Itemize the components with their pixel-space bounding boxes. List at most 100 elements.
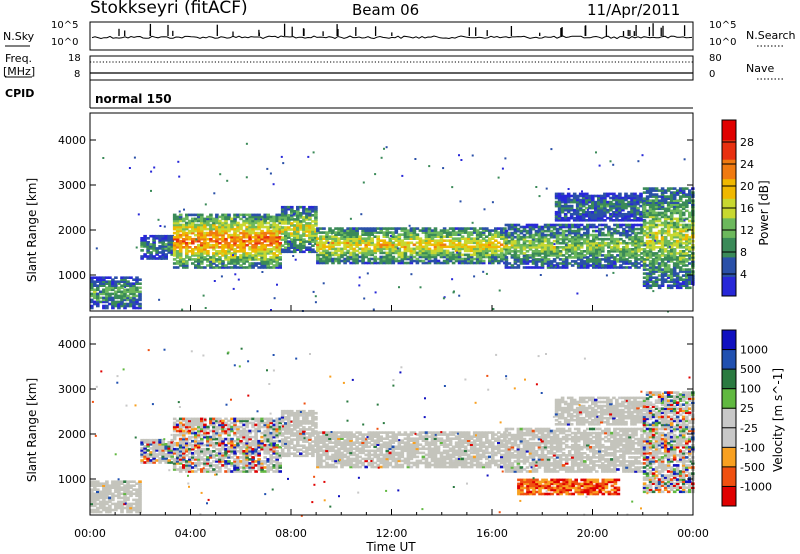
range-gate-cell <box>540 235 545 239</box>
range-gate-cell <box>672 270 677 273</box>
range-gate-cell <box>594 194 598 198</box>
range-gate-cell <box>99 290 103 294</box>
range-gate-cell <box>525 262 530 265</box>
range-gate-cell <box>129 302 133 306</box>
range-gate-cell <box>143 457 147 460</box>
range-gate-cell <box>612 198 616 202</box>
range-gate-cell <box>672 229 677 233</box>
range-gate-cell <box>120 506 124 510</box>
range-gate-cell <box>589 254 593 257</box>
range-gate-cell <box>592 223 596 227</box>
range-gate-cell <box>206 452 210 455</box>
range-gate-cell <box>451 245 456 249</box>
range-gate-cell <box>308 212 312 215</box>
range-gate-cell <box>114 506 118 510</box>
range-gate-cell <box>146 455 150 458</box>
sparse-echo <box>652 290 655 293</box>
range-gate-cell <box>272 241 276 245</box>
range-gate-cell <box>149 459 153 462</box>
range-gate-cell <box>257 221 261 225</box>
range-gate-cell <box>560 192 565 196</box>
range-gate-cell <box>657 254 662 257</box>
range-gate-cell <box>132 298 136 302</box>
range-gate-cell <box>275 219 279 223</box>
range-gate-cell <box>227 429 231 433</box>
range-gate-cell <box>191 429 195 433</box>
sparse-echo <box>576 292 579 295</box>
range-gate-cell <box>622 262 626 265</box>
range-gate-cell <box>215 443 219 447</box>
range-gate-cell <box>613 227 617 231</box>
range-gate-cell <box>448 243 453 247</box>
range-gate-cell <box>525 260 530 263</box>
range-gate-cell <box>197 258 201 261</box>
range-gate-cell <box>497 233 501 236</box>
range-gate-cell <box>624 216 628 220</box>
range-gate-cell <box>494 257 498 261</box>
range-gate-cell <box>578 200 583 204</box>
range-gate-cell <box>675 201 680 204</box>
range-gate-cell <box>93 294 97 298</box>
range-gate-cell <box>576 227 581 231</box>
range-gate-cell <box>188 235 192 239</box>
range-gate-cell <box>203 452 207 455</box>
range-gate-cell <box>93 508 97 512</box>
range-gate-cell <box>328 253 332 257</box>
range-gate-cell <box>613 262 617 265</box>
range-gate-cell <box>625 231 629 235</box>
range-gate-cell <box>209 264 213 267</box>
range-gate-cell <box>633 219 637 222</box>
range-gate-cell <box>472 231 477 234</box>
range-gate-cell <box>660 221 665 225</box>
range-gate-cell <box>624 204 628 208</box>
range-gate-cell <box>685 280 689 283</box>
range-gate-cell <box>624 202 628 206</box>
range-gate-cell <box>688 197 692 200</box>
range-gate-cell <box>603 204 607 208</box>
range-gate-cell <box>651 266 656 269</box>
range-gate-cell <box>678 191 683 194</box>
range-gate-cell <box>494 249 498 253</box>
range-gate-cell <box>630 192 634 196</box>
range-gate-cell <box>563 200 568 204</box>
range-gate-cell <box>114 508 118 512</box>
range-gate-cell <box>388 239 393 242</box>
range-gate-cell <box>507 266 512 269</box>
range-gate-cell <box>630 194 634 198</box>
range-gate-cell <box>382 245 387 249</box>
range-gate-cell <box>516 258 521 261</box>
range-gate-cell <box>601 243 605 247</box>
range-gate-cell <box>394 247 399 251</box>
range-gate-cell <box>666 268 671 271</box>
range-gate-cell <box>337 257 341 261</box>
range-gate-cell <box>373 245 377 249</box>
range-gate-cell <box>601 227 605 231</box>
range-gate-cell <box>102 482 106 485</box>
range-gate-cell <box>537 258 542 261</box>
range-gate-cell <box>537 260 542 263</box>
range-gate-cell <box>197 229 201 233</box>
range-gate-cell <box>385 235 390 238</box>
range-gate-cell <box>185 443 189 447</box>
range-gate-cell <box>563 206 568 210</box>
range-gate-cell <box>543 237 548 241</box>
range-gate-cell <box>188 429 192 433</box>
range-gate-cell <box>558 223 563 227</box>
range-gate-cell <box>167 245 171 248</box>
range-gate-cell <box>325 237 329 240</box>
range-gate-cell <box>663 197 668 200</box>
range-gate-cell <box>215 246 219 249</box>
range-gate-cell <box>558 233 563 237</box>
range-gate-cell <box>215 427 219 431</box>
range-gate-cell <box>466 249 471 253</box>
range-gate-cell <box>625 260 629 263</box>
range-gate-cell <box>594 208 598 212</box>
range-gate-cell <box>513 235 518 239</box>
range-gate-cell <box>314 205 318 209</box>
sparse-echo <box>595 151 597 154</box>
range-gate-cell <box>406 255 411 259</box>
range-gate-cell <box>494 227 498 230</box>
range-gate-cell <box>660 268 665 271</box>
range-gate-cell <box>215 466 219 469</box>
range-gate-cell <box>272 215 276 219</box>
